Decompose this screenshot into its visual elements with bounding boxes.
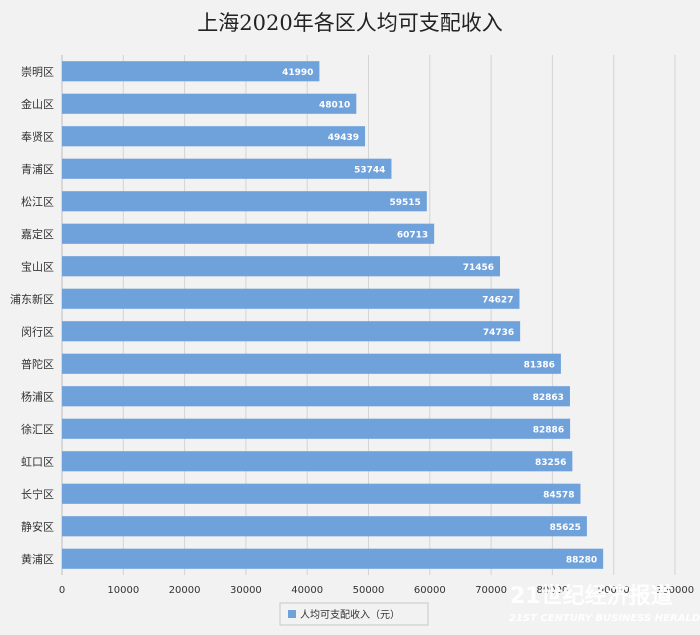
category-label: 崇明区 xyxy=(21,65,54,78)
bar xyxy=(62,256,501,277)
category-labels: 崇明区金山区奉贤区青浦区松江区嘉定区宝山区浦东新区闵行区普陀区杨浦区徐汇区虹口区… xyxy=(10,65,54,566)
watermark-main: 21世纪经济报道 xyxy=(510,583,673,609)
bar xyxy=(62,126,366,147)
category-label: 闵行区 xyxy=(21,324,54,338)
category-label: 徐汇区 xyxy=(21,422,54,436)
value-label: 84578 xyxy=(543,490,574,500)
x-tick-label: 100000 xyxy=(656,585,694,596)
category-label: 浦东新区 xyxy=(10,292,54,306)
category-label: 宝山区 xyxy=(21,259,54,273)
x-tick-label: 30000 xyxy=(230,585,262,596)
x-tick-labels: 0 10000 20000 30000 40000 50000 60000 70000 8000… xyxy=(59,585,694,596)
bar xyxy=(62,93,357,114)
category-label: 杨浦区 xyxy=(21,389,54,403)
legend-swatch xyxy=(288,610,296,618)
bar xyxy=(62,548,604,569)
bar xyxy=(62,516,587,537)
x-tick-label: 50000 xyxy=(353,585,385,596)
x-tick-label: 20000 xyxy=(169,585,201,596)
category-label: 松江区 xyxy=(21,194,54,208)
value-label: 49439 xyxy=(328,133,359,143)
x-tick-label: 0 xyxy=(59,585,65,596)
bar xyxy=(62,223,435,244)
x-tick-label: 70000 xyxy=(475,585,507,596)
legend-box xyxy=(279,602,429,626)
value-label: 88280 xyxy=(566,555,597,565)
category-label: 静安区 xyxy=(21,519,54,533)
bar xyxy=(62,483,581,504)
value-label: 83256 xyxy=(535,458,566,468)
category-label: 长宁区 xyxy=(21,487,54,501)
legend-label: 人均可支配收入（元） xyxy=(300,608,400,621)
bar xyxy=(62,386,570,407)
x-tick-label: 90000 xyxy=(598,585,630,596)
bar xyxy=(62,418,571,439)
x-tick-label: 10000 xyxy=(107,585,139,596)
value-label: 71456 xyxy=(463,263,494,273)
value-label: 82886 xyxy=(533,425,564,435)
value-label: 74627 xyxy=(482,295,513,305)
bar xyxy=(62,191,427,212)
bars: 41990 48010 49439 53744 59515 60713 71456 74627… xyxy=(62,61,604,569)
value-label: 59515 xyxy=(390,198,421,208)
watermark: 21世纪经济报道 21ST CENTURY BUSINESS HERALD xyxy=(509,583,700,624)
category-label: 虹口区 xyxy=(21,455,54,468)
category-label: 奉贤区 xyxy=(21,129,54,143)
category-label: 黄浦区 xyxy=(21,552,54,566)
category-label: 普陀区 xyxy=(21,357,54,371)
bar xyxy=(62,288,520,309)
category-label: 金山区 xyxy=(21,97,54,111)
value-label: 74736 xyxy=(483,328,514,338)
value-label: 60713 xyxy=(397,230,428,240)
bar xyxy=(62,61,320,82)
bar xyxy=(62,451,573,472)
value-label: 82863 xyxy=(533,393,564,403)
bar xyxy=(62,353,561,374)
bar xyxy=(62,321,521,342)
x-tick-label: 60000 xyxy=(414,585,446,596)
x-tick-label: 80000 xyxy=(536,585,568,596)
value-label: 41990 xyxy=(282,68,313,78)
bar xyxy=(62,158,392,179)
value-label: 81386 xyxy=(524,360,555,370)
value-label: 48010 xyxy=(319,100,350,110)
legend: 人均可支配收入（元） xyxy=(279,602,429,626)
value-label: 85625 xyxy=(550,523,581,533)
category-label: 青浦区 xyxy=(21,163,54,176)
chart-title: 上海2020年各区人均可支配收入 xyxy=(197,11,502,35)
watermark-sub: 21ST CENTURY BUSINESS HERALD xyxy=(509,613,700,624)
category-label: 嘉定区 xyxy=(21,227,54,241)
value-label: 53744 xyxy=(354,165,385,175)
x-tick-label: 40000 xyxy=(291,585,323,596)
